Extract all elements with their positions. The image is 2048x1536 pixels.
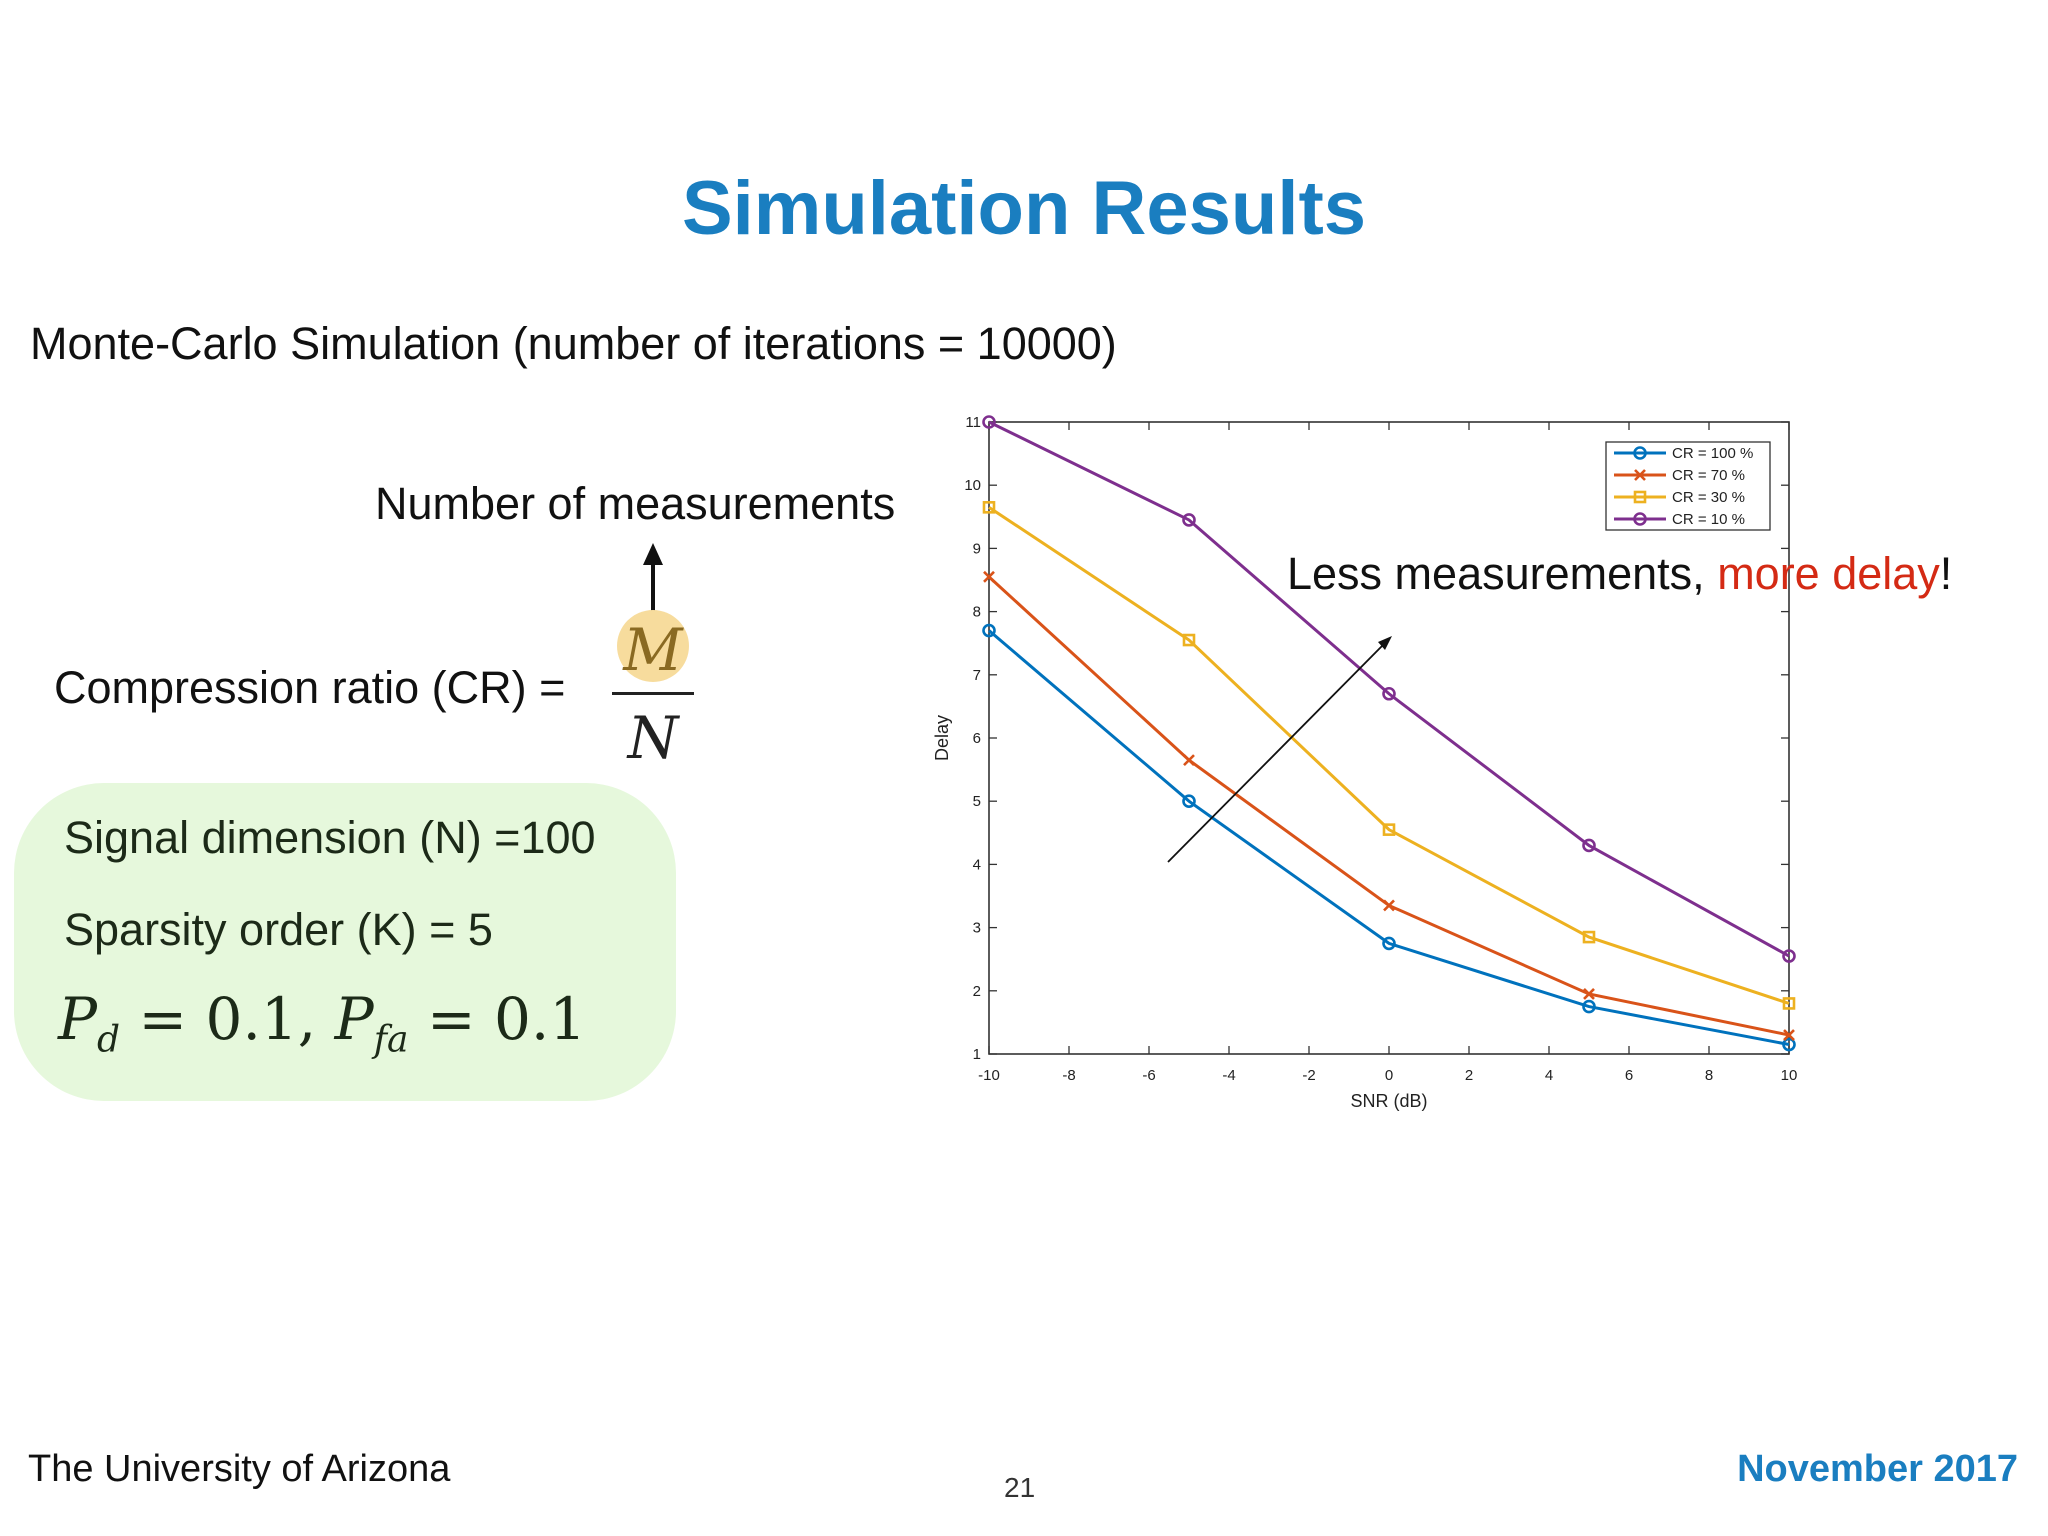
- series-line-1: [988, 629, 1790, 1046]
- m-highlight: [617, 610, 689, 682]
- series-1-point: [1182, 794, 1196, 809]
- series-2-point: [983, 570, 995, 583]
- callout-exclaim: !: [1939, 548, 1953, 599]
- delay-callout: Less measurements, more delay!: [1287, 548, 1952, 600]
- y-tick-label: 7: [973, 667, 981, 684]
- x-tick-label: 4: [1545, 1067, 1553, 1084]
- y-axis-label: Delay: [932, 715, 952, 761]
- trend-arrow: [1167, 645, 1383, 863]
- series-3-point: [1382, 823, 1396, 836]
- series-line-4: [988, 420, 1790, 958]
- footer-university: The University of Arizona: [28, 1448, 451, 1490]
- x-tick-label: -4: [1222, 1067, 1235, 1084]
- x-tick-label: 2: [1465, 1067, 1473, 1084]
- series-4-point: [1182, 513, 1196, 527]
- y-tick-label: 4: [973, 856, 981, 873]
- legend-marker-2: [1634, 469, 1646, 481]
- x-tick-label: 6: [1625, 1067, 1633, 1084]
- y-tick-label: 1: [973, 1046, 981, 1063]
- series-2-point: [1383, 899, 1395, 912]
- measurements-label: Number of measurements: [375, 478, 896, 529]
- x-tick-label: -2: [1302, 1067, 1315, 1084]
- y-tick-label: 10: [964, 477, 981, 494]
- pfa-subscript: fa: [373, 1019, 409, 1061]
- legend-marker-3: [1633, 490, 1647, 504]
- series-1-point: [1582, 999, 1596, 1014]
- legend-label-2: CR = 70 %: [1672, 467, 1745, 484]
- legend-label-4: CR = 10 %: [1672, 511, 1745, 528]
- legend-box: [1605, 441, 1771, 531]
- slide-subtitle: Monte-Carlo Simulation (number of iterat…: [30, 318, 1117, 369]
- series-3-point: [1182, 633, 1196, 647]
- y-tick-label: 11: [965, 414, 981, 431]
- x-tick-label: -6: [1142, 1067, 1155, 1084]
- series-4-point: [982, 415, 996, 429]
- pfa-value: = 0.1: [426, 985, 587, 1053]
- legend-marker-4: [1633, 512, 1647, 526]
- callout-highlight: more delay: [1717, 548, 1940, 599]
- series-3-point: [982, 501, 996, 514]
- page-number: 21: [1004, 1472, 1036, 1503]
- sparsity-order-text: Sparsity order (K) = 5: [64, 904, 493, 955]
- footer-date: November 2017: [1737, 1448, 2018, 1490]
- x-tick-label: 0: [1385, 1067, 1393, 1084]
- parameters-box: [14, 783, 676, 1101]
- cr-fraction: M N: [612, 610, 694, 772]
- legend-marker-1: [1633, 446, 1647, 460]
- x-tick-label: 10: [1781, 1067, 1798, 1084]
- y-tick-label: 8: [973, 604, 981, 621]
- series-4-point: [1782, 949, 1796, 963]
- y-tick-label: 3: [973, 920, 981, 937]
- series-2-point: [1583, 988, 1595, 1000]
- signal-dimension-text: Signal dimension (N) =100: [64, 812, 596, 863]
- pd-symbol: P: [58, 985, 98, 1053]
- legend-label-3: CR = 30 %: [1672, 489, 1745, 506]
- series-3-point: [1782, 997, 1796, 1010]
- series-3-point: [1582, 930, 1596, 944]
- series-4-point: [1382, 686, 1396, 701]
- fraction-bar: [612, 692, 694, 695]
- callout-text: Less measurements,: [1287, 548, 1718, 599]
- x-tick-label: -8: [1062, 1067, 1075, 1084]
- pd-value: = 0.1,: [138, 985, 317, 1053]
- x-tick-label: 8: [1705, 1067, 1713, 1084]
- fraction-numerator: M: [623, 616, 683, 684]
- pd-subscript: d: [97, 1019, 121, 1061]
- series-1-point: [1782, 1037, 1796, 1052]
- series-line-3: [988, 506, 1790, 1005]
- series-1-point: [1382, 936, 1396, 951]
- compression-ratio-label: Compression ratio (CR) =: [54, 662, 566, 713]
- x-tick-label: -10: [978, 1067, 1000, 1084]
- x-axis-label: SNR (dB): [1350, 1091, 1427, 1111]
- y-tick-label: 2: [973, 983, 981, 1000]
- y-tick-label: 9: [973, 540, 981, 557]
- series-1-point: [982, 623, 996, 638]
- trend-arrowhead-icon: [1378, 636, 1392, 650]
- slide-title: Simulation Results: [681, 166, 1367, 251]
- y-tick-label: 6: [973, 730, 981, 747]
- legend-label-1: CR = 100 %: [1672, 445, 1753, 462]
- series-2-point: [1783, 1029, 1795, 1041]
- series-4-point: [1582, 838, 1596, 853]
- probability-formula: Pd = 0.1, Pfa = 0.1: [58, 985, 586, 1061]
- series-2-point: [1183, 754, 1195, 767]
- pfa-symbol: P: [334, 985, 374, 1053]
- y-tick-label: 5: [973, 793, 981, 810]
- fraction-denominator: N: [627, 704, 679, 772]
